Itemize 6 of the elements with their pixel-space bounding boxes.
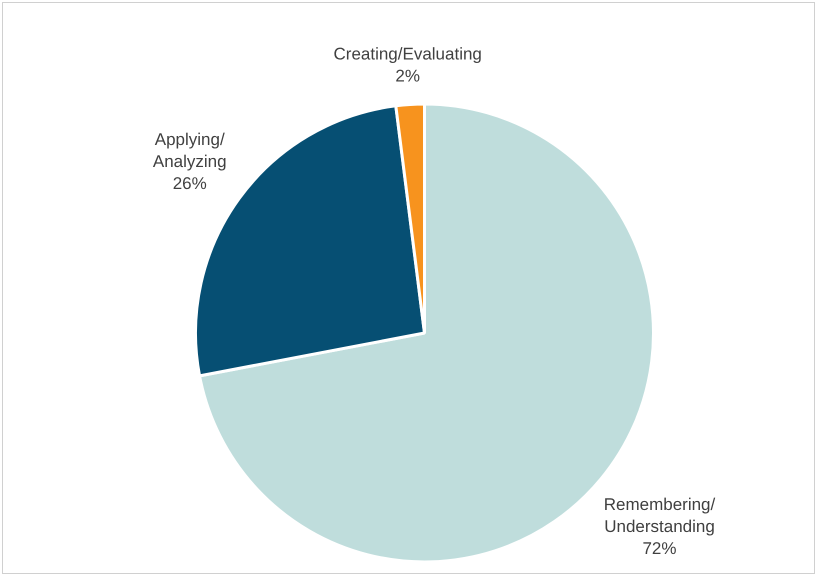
data-label: 26% (172, 174, 207, 194)
slice-label: Remembering/ Understanding (604, 495, 716, 536)
data-label: 72% (642, 539, 677, 558)
slice-label: Applying/ Analyzing (152, 130, 227, 172)
slice-label: Creating/Evaluating (334, 44, 482, 64)
data-label: 2% (395, 66, 420, 86)
